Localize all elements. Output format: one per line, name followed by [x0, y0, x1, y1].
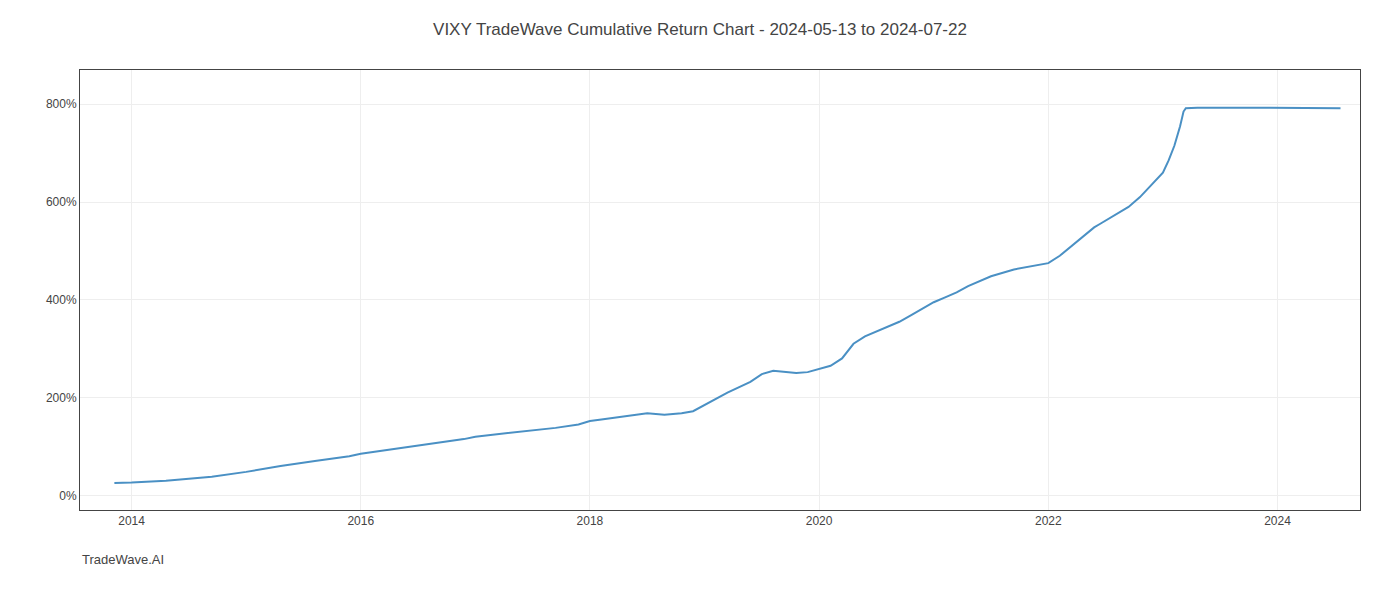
svg-text:600%: 600% [46, 195, 77, 209]
svg-text:2022: 2022 [1035, 514, 1062, 528]
svg-text:TradeWave.AI: TradeWave.AI [82, 552, 164, 567]
svg-text:800%: 800% [46, 97, 77, 111]
svg-text:2024: 2024 [1264, 514, 1291, 528]
svg-text:2016: 2016 [347, 514, 374, 528]
svg-text:0%: 0% [59, 489, 77, 503]
svg-text:VIXY TradeWave Cumulative Retu: VIXY TradeWave Cumulative Return Chart -… [433, 20, 967, 39]
svg-text:2014: 2014 [118, 514, 145, 528]
svg-text:200%: 200% [46, 391, 77, 405]
svg-text:400%: 400% [46, 293, 77, 307]
svg-text:2020: 2020 [806, 514, 833, 528]
svg-text:2018: 2018 [577, 514, 604, 528]
